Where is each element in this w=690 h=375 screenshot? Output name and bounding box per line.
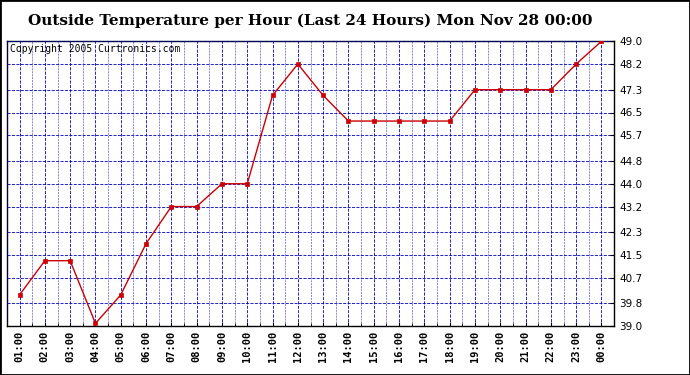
Text: Outside Temperature per Hour (Last 24 Hours) Mon Nov 28 00:00: Outside Temperature per Hour (Last 24 Ho… (28, 13, 593, 27)
Text: Copyright 2005 Curtronics.com: Copyright 2005 Curtronics.com (10, 44, 180, 54)
